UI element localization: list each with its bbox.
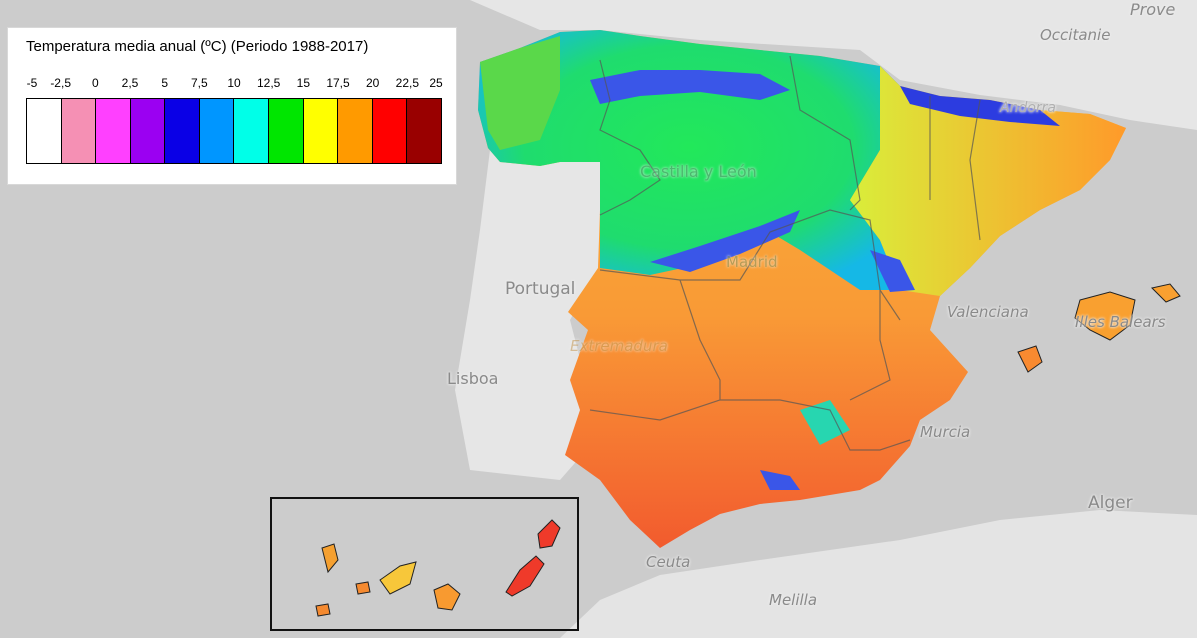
- mallorca: [1074, 291, 1136, 341]
- southeast-cold: [800, 400, 850, 445]
- legend-swatch: [130, 99, 166, 163]
- label-extremadura: Extremadura: [570, 337, 668, 355]
- portugal-land: [455, 150, 610, 480]
- pyrenees-cold: [900, 86, 1060, 126]
- label-alger: Alger: [1088, 493, 1133, 513]
- legend-swatch: [27, 99, 62, 163]
- legend-tick-label: -5: [26, 76, 38, 90]
- menorca: [1151, 283, 1181, 303]
- legend-tick-label: 0: [91, 76, 99, 90]
- region-borders: [589, 55, 981, 451]
- label-portugal: Portugal: [505, 279, 576, 299]
- legend-swatch: [269, 99, 304, 163]
- legend-swatches: [26, 98, 442, 164]
- central-cold: [650, 210, 800, 272]
- label-murcia: Murcia: [920, 423, 971, 441]
- label-madrid: Madrid: [726, 253, 778, 271]
- canary-islands: [315, 519, 561, 617]
- africa-land: [560, 510, 1197, 638]
- legend-tick-label: 20: [365, 76, 380, 90]
- label-occitanie: Occitanie: [1040, 26, 1111, 44]
- label-andorra: Andorra: [1000, 100, 1056, 116]
- legend-ticks: -5 -2,5 0 2,5 5 7,5 10 12,5 15 17,5 20 22,5 25: [26, 76, 443, 94]
- legend-tick-label: -2,5: [50, 76, 71, 90]
- label-castilla: Castilla y León: [640, 162, 757, 181]
- galicia-coast: [480, 36, 560, 150]
- legend-tick-label: 5: [161, 76, 168, 90]
- legend-swatch: [407, 99, 441, 163]
- label-provence: Prove: [1130, 0, 1176, 19]
- label-valenciana: Valenciana: [947, 303, 1029, 321]
- label-melilla: Melilla: [769, 591, 818, 609]
- sierra-nevada: [760, 470, 800, 490]
- cantabrian-cold: [590, 70, 790, 104]
- iberian-cold: [870, 250, 915, 292]
- label-ceuta: Ceuta: [646, 553, 691, 571]
- legend-swatch: [338, 99, 373, 163]
- legend-title: Temperatura media anual (ºC) (Periodo 19…: [26, 38, 369, 55]
- canary-inset-frame: [270, 497, 579, 631]
- legend-swatch: [96, 99, 131, 163]
- legend-tick-label: 7,5: [190, 76, 208, 90]
- ebro-east: [850, 66, 1126, 296]
- legend-swatch: [234, 99, 270, 163]
- legend-swatch: [165, 99, 200, 163]
- france-land: [470, 0, 1197, 130]
- label-baleares: Illes Balears: [1075, 313, 1166, 331]
- label-lisboa: Lisboa: [447, 369, 499, 388]
- legend-swatch: [199, 99, 235, 163]
- legend-tick-label: 22,5: [395, 76, 420, 90]
- north-meseta: [478, 30, 900, 290]
- legend-tick-label: 2,5: [121, 76, 139, 90]
- legend-tick-label: 12,5: [256, 76, 281, 90]
- legend: Temperatura media anual (ºC) (Periodo 19…: [7, 27, 457, 185]
- legend-tick-label: 25: [429, 76, 443, 90]
- ibiza: [1017, 345, 1043, 373]
- legend-swatch: [303, 99, 339, 163]
- legend-swatch: [372, 99, 408, 163]
- legend-tick-label: 10: [227, 76, 241, 90]
- legend-swatch: [61, 99, 97, 163]
- legend-tick-label: 17,5: [326, 76, 350, 90]
- legend-tick-label: 15: [296, 76, 311, 90]
